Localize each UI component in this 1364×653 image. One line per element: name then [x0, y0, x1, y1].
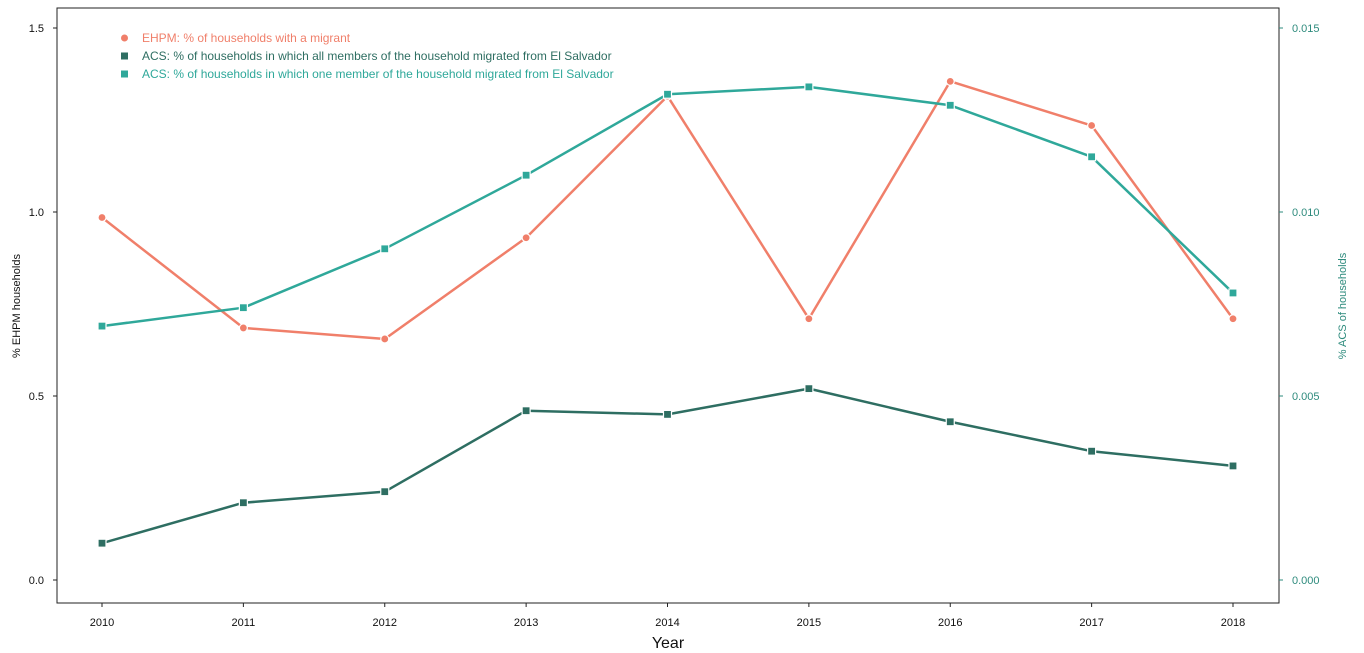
data-point [662, 409, 673, 419]
legend-label: ACS: % of households in which all member… [142, 49, 612, 63]
data-point [804, 384, 814, 394]
data-point [97, 212, 107, 223]
data-point [1228, 288, 1238, 298]
left-axis-tick-label: 1.0 [29, 207, 44, 219]
x-axis-title: Year [652, 635, 685, 652]
legend: EHPM: % of households with a migrant ACS:… [121, 31, 614, 81]
data-point [97, 538, 107, 548]
x-axis-tick-label: 2018 [1221, 617, 1245, 629]
data-point [521, 233, 531, 243]
legend-key [121, 52, 128, 60]
data-point [804, 314, 814, 324]
data-point [1087, 120, 1097, 131]
left-axis-title: % EHPM households [11, 254, 23, 358]
data-point [945, 417, 955, 427]
data-point [238, 498, 248, 508]
left-axis-tick-label: 0.5 [29, 391, 44, 403]
data-point [521, 406, 531, 416]
x-axis-tick-label: 2014 [655, 617, 679, 629]
data-point [97, 321, 107, 331]
data-point [238, 323, 248, 333]
x-axis-tick-label: 2010 [90, 617, 114, 629]
data-point [380, 244, 390, 254]
series-2 [97, 384, 1238, 548]
x-axis-tick-label: 2012 [373, 617, 397, 629]
left-axis-tick-label: 0.0 [29, 575, 44, 587]
right-axis-tick-label: 0.015 [1292, 23, 1320, 35]
legend-label: ACS: % of households in which one member… [142, 67, 614, 81]
legend-key [121, 34, 128, 42]
x-axis-tick-label: 2013 [514, 617, 538, 629]
data-point [380, 334, 390, 344]
data-point [238, 303, 248, 313]
series-layer [97, 76, 1238, 548]
data-point [1228, 314, 1238, 324]
right-axis-tick-label: 0.010 [1292, 207, 1320, 219]
x-axis-tick-label: 2017 [1079, 617, 1103, 629]
data-point [804, 82, 814, 92]
right-axis-tick-label: 0.005 [1292, 391, 1320, 403]
plot-panel [56, 7, 1280, 604]
left-axis-tick-label: 1.5 [29, 23, 44, 35]
left-axis-ticks: 0.0 0.5 1.0 1.5 [29, 23, 57, 587]
data-point [521, 170, 531, 180]
data-point [662, 89, 673, 99]
x-axis-ticks: 2010 2011 2012 2013 2014 2015 2016 2017 2018 [90, 603, 1245, 629]
x-axis-tick-label: 2011 [232, 617, 256, 629]
legend-label: EHPM: % of households with a migrant [142, 31, 351, 45]
data-point [945, 100, 955, 110]
legend-key [121, 70, 128, 78]
right-axis-title: % ACS of households [1337, 252, 1349, 359]
data-point [380, 487, 390, 497]
x-axis-tick-label: 2016 [938, 617, 962, 629]
data-point [945, 76, 955, 86]
right-axis-ticks: 0.000 0.005 0.010 0.015 [1279, 23, 1320, 587]
right-axis-tick-label: 0.000 [1292, 575, 1320, 587]
data-point [1087, 152, 1097, 162]
data-point [1087, 446, 1097, 456]
x-axis-tick-label: 2015 [797, 617, 821, 629]
series-3 [97, 82, 1238, 331]
data-point [1228, 461, 1238, 471]
